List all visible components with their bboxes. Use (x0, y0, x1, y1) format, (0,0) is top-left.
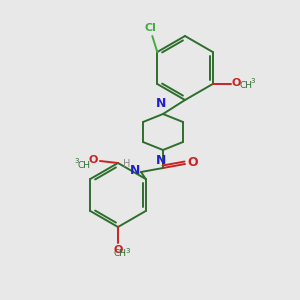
Text: Cl: Cl (144, 23, 156, 33)
Text: O: O (113, 245, 123, 255)
Text: 3: 3 (74, 158, 79, 164)
Text: 3: 3 (125, 248, 130, 254)
Text: CH: CH (240, 80, 253, 89)
Text: CH: CH (77, 160, 90, 169)
Text: CH: CH (114, 250, 127, 259)
Text: O: O (232, 78, 241, 88)
Text: 3: 3 (251, 78, 255, 84)
Text: O: O (187, 157, 198, 169)
Text: H: H (123, 159, 131, 169)
Text: O: O (88, 155, 98, 165)
Text: N: N (130, 164, 140, 178)
Text: N: N (156, 154, 166, 167)
Text: N: N (156, 97, 166, 110)
